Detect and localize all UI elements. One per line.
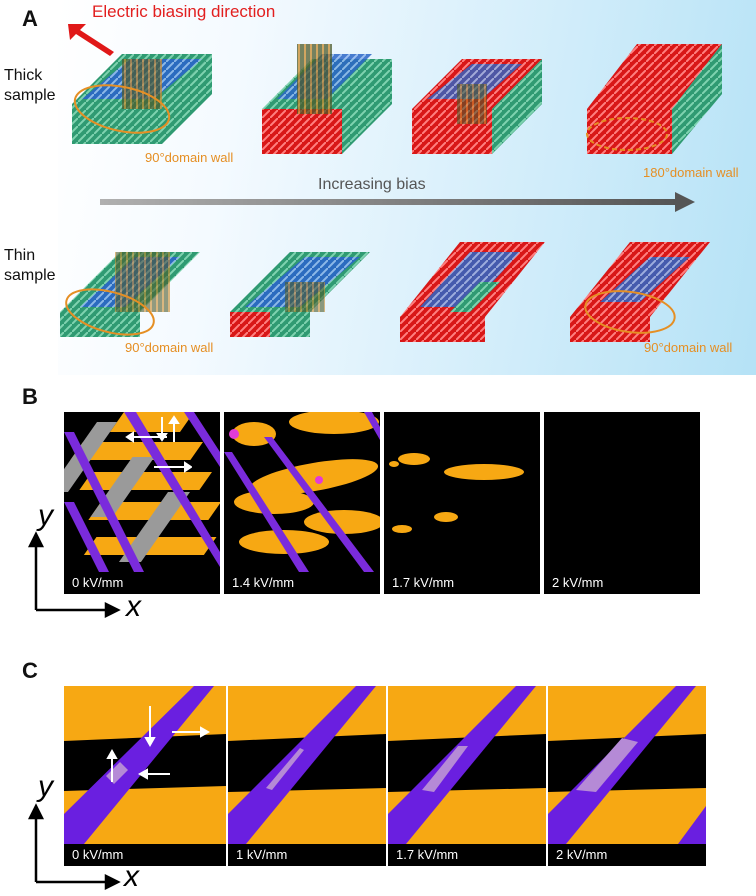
wall90-label-thick: 90°domain wall <box>145 150 234 165</box>
panel-b-frame-2kv <box>544 412 700 572</box>
thin-block-stage2 <box>230 252 370 337</box>
panel-c-frame-0kv <box>64 686 226 844</box>
panel-c-letter: C <box>22 658 38 683</box>
wall90-label-thin-end: 90°domain wall <box>644 340 733 355</box>
electric-direction-label: Electric biasing direction <box>92 2 276 21</box>
thick-block-stage3 <box>412 59 542 154</box>
panel-c-frame-1kv <box>228 686 386 844</box>
panel-c-frame-2kv <box>548 686 706 844</box>
wall90-label-thin: 90°domain wall <box>125 340 214 355</box>
thin-sample-illustrations <box>60 242 710 342</box>
panel-b-caption-2: 1.7 kV/mm <box>384 572 540 594</box>
panel-b-x-label: x <box>126 590 141 623</box>
thick-block-stage2 <box>262 44 392 154</box>
panel-b-frame-1-7kv <box>384 412 540 572</box>
thin-sample-label: Thin sample <box>4 247 56 284</box>
panel-c-caption-1: 1 kV/mm <box>228 844 386 866</box>
thin-block-stage3 <box>400 242 545 342</box>
thick-block-stage4 <box>586 44 722 154</box>
panel-b-axes-icon <box>27 531 121 619</box>
panel-c-caption-0: 0 kV/mm <box>64 844 226 866</box>
increasing-bias-label: Increasing bias <box>318 176 426 193</box>
panel-b-frame-0kv <box>64 412 220 572</box>
panel-b-letter: B <box>22 384 38 409</box>
thin-block-0kv <box>60 252 200 337</box>
panel-b-y-label: y <box>38 499 53 532</box>
thick-sample-illustrations <box>72 44 722 154</box>
panel-c-axes-icon <box>27 803 121 891</box>
panel-c-caption-2: 1.7 kV/mm <box>388 844 546 866</box>
panel-c-x-label: x <box>124 860 139 893</box>
panel-a-letter: A <box>22 6 38 31</box>
thin-block-stage4 <box>570 242 710 342</box>
panel-b-caption-3: 2 kV/mm <box>544 572 700 594</box>
panel-b-caption-1: 1.4 kV/mm <box>224 572 380 594</box>
increasing-bias-arrow-icon <box>100 192 695 212</box>
wall180-label: 180°domain wall <box>643 165 739 180</box>
thick-sample-label: Thick sample <box>4 67 56 104</box>
panel-c-y-label: y <box>38 770 53 803</box>
polarization-arrows-icon <box>125 415 192 473</box>
thick-block-0kv <box>72 54 212 144</box>
electric-direction-arrow-icon <box>68 24 114 56</box>
panel-b-frame-1-4kv <box>224 412 380 572</box>
panel-b-caption-0: 0 kV/mm <box>64 572 220 594</box>
panel-c-frame-1-7kv <box>388 686 546 844</box>
panel-c-caption-3: 2 kV/mm <box>548 844 706 866</box>
